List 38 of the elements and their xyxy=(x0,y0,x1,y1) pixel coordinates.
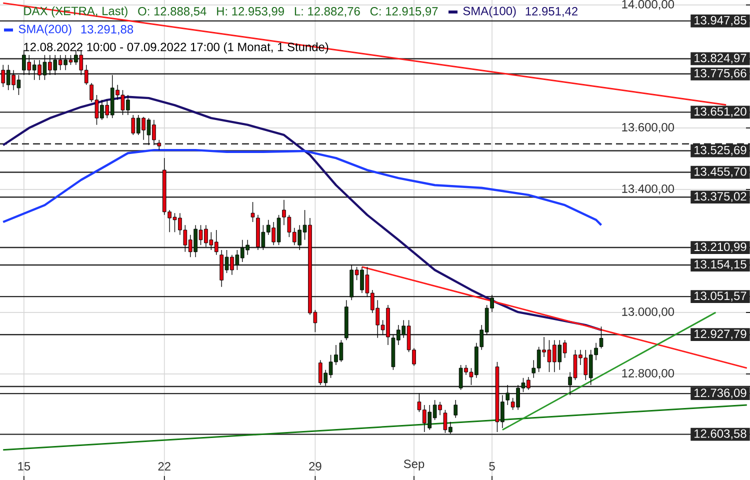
annotation: 13.291,88 xyxy=(81,25,134,35)
y-tick-label: 13.000,00 xyxy=(622,307,674,318)
text: SMA(200) xyxy=(18,24,72,36)
y-tick-label: 13.600,00 xyxy=(622,122,674,133)
annotation: C: 12.915,97 xyxy=(370,7,438,17)
ref-line-label: 12.927,79 xyxy=(694,330,746,340)
annotation: 12.951,42 xyxy=(526,7,578,17)
candlestick xyxy=(454,400,458,418)
x-tick-label: 5 xyxy=(489,462,495,470)
ref-line-label: 13.651,20 xyxy=(694,107,746,118)
ref-line-label: 13.210,99 xyxy=(694,242,746,252)
ref-line-label: 13.525,69 xyxy=(694,146,746,156)
ref-line-label: 13.375,02 xyxy=(694,192,746,202)
ref-line-label: 13.051,57 xyxy=(694,292,746,302)
ref-line-label: 13.775,66 xyxy=(694,68,746,79)
ref-line-label: 13.455,70 xyxy=(694,167,746,178)
annotation: L: 12.882,76 xyxy=(294,7,360,17)
x-tick-label: 29 xyxy=(309,462,322,470)
candlestick xyxy=(506,384,510,406)
ref-line-label: 13.947,85 xyxy=(694,16,746,26)
candlestick xyxy=(157,140,162,150)
ref-line-label: 13.824,97 xyxy=(694,54,746,64)
text: SMA(100) xyxy=(463,6,516,18)
y-tick-label: 14.000,00 xyxy=(622,0,674,10)
y-tick-label: 13.400,00 xyxy=(622,184,674,194)
line-series xyxy=(2,96,602,332)
x-tick-label: Sep xyxy=(404,460,424,470)
ref-line-label: 13.154,15 xyxy=(694,260,746,270)
line-series xyxy=(2,148,602,226)
candlestick xyxy=(250,202,255,222)
y-tick-label: 12.800,00 xyxy=(622,368,674,379)
annotation: O: 12.888,54 xyxy=(138,7,206,17)
ref-line-label: 12.603,58 xyxy=(694,429,746,440)
annotation: H: 12.953,99 xyxy=(217,7,284,17)
x-tick-label: 15 xyxy=(18,462,30,470)
ref-line-label: 12.736,09 xyxy=(694,388,746,399)
candlestick xyxy=(599,326,604,349)
x-tick-label: 22 xyxy=(158,462,170,470)
